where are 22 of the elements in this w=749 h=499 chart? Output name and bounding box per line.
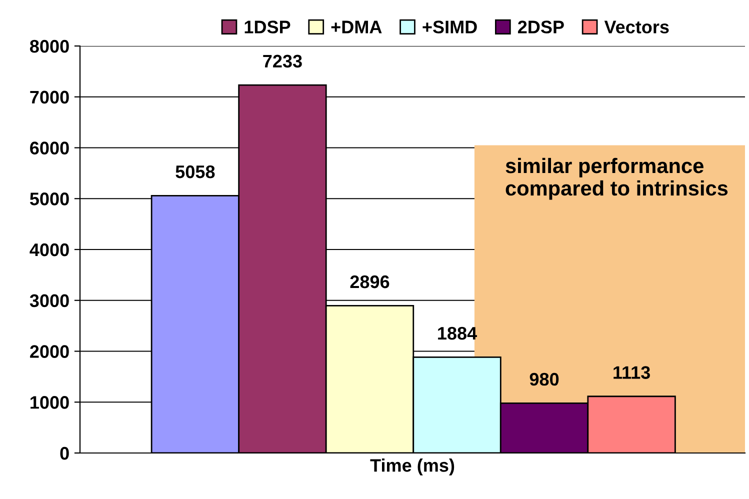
y-tick-label: 2000	[30, 345, 69, 358]
y-tick-label: 4000	[30, 243, 69, 256]
y-tick-label: 6000	[30, 142, 69, 154]
legend-label: +SIMD	[422, 20, 477, 34]
y-tick-label: 8000	[30, 40, 69, 53]
legend-label: +DMA	[331, 20, 382, 34]
data-label: 7233	[263, 54, 302, 68]
y-tick-label: 0	[60, 446, 69, 460]
data-label: 1113	[614, 366, 650, 379]
y-tick-label: 5000	[30, 192, 69, 206]
y-tick-label: 7000	[30, 90, 69, 104]
y-tick-label: 1000	[30, 396, 69, 409]
legend-label: Vectors	[604, 20, 669, 34]
y-tick-label: 3000	[30, 294, 69, 308]
data-label: 2896	[350, 275, 390, 288]
band-label: similar performance compared to intrinsics	[506, 158, 728, 200]
x-axis-title: Time (ms)	[370, 458, 454, 476]
data-label: 1884	[438, 326, 477, 340]
legend-label: 1DSP	[244, 20, 290, 34]
data-label: 5058	[176, 165, 215, 178]
legend-label: 2DSP	[518, 20, 564, 34]
data-label: 980	[530, 372, 559, 386]
